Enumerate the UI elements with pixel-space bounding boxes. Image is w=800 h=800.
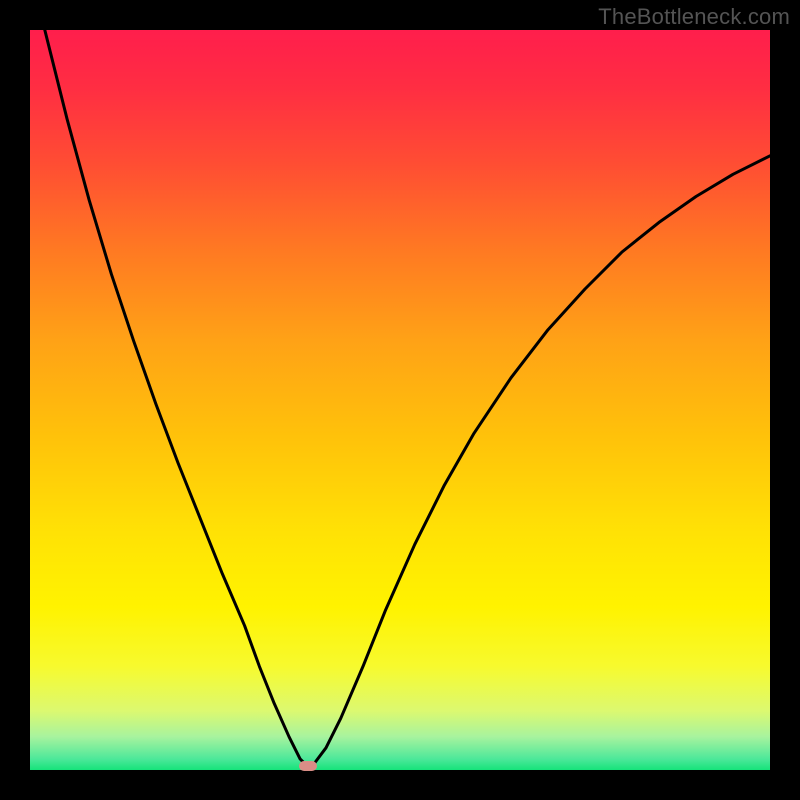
plot-area: [30, 30, 770, 770]
vertex-marker: [299, 761, 317, 771]
watermark-text: TheBottleneck.com: [598, 4, 790, 30]
chart-container: { "watermark": { "text": "TheBottleneck.…: [0, 0, 800, 800]
curve-path: [30, 30, 770, 766]
bottleneck-curve: [30, 30, 770, 770]
